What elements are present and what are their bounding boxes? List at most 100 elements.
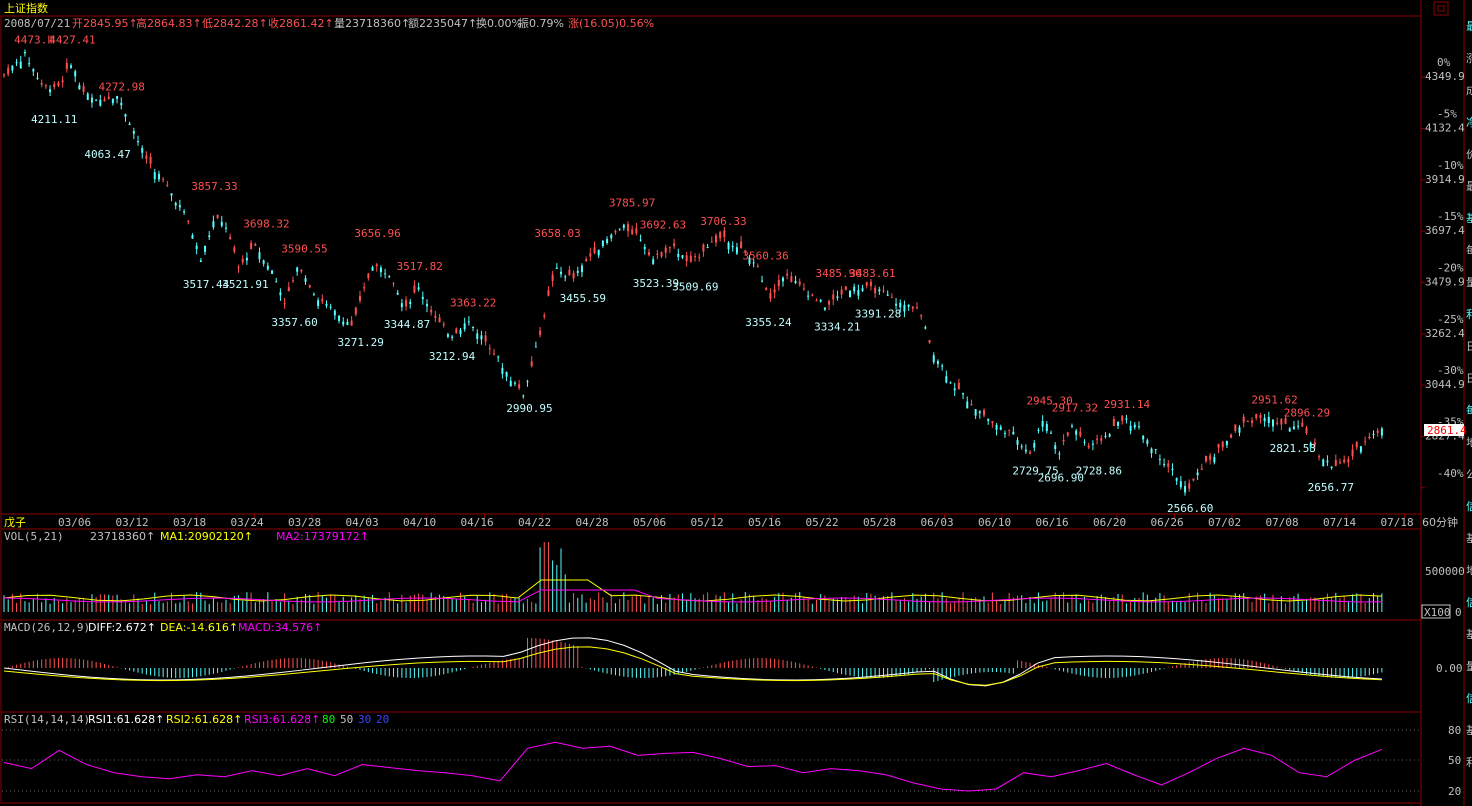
candle-body xyxy=(576,270,579,273)
candle-body xyxy=(714,235,717,243)
candle-body xyxy=(354,307,357,315)
candle-body xyxy=(978,411,981,414)
candle-body xyxy=(1334,459,1337,466)
candle-body xyxy=(853,286,856,292)
candle-body xyxy=(949,382,952,384)
candle-body xyxy=(1041,421,1044,427)
candle-body xyxy=(153,172,156,180)
price-axis-value: 3697.4 xyxy=(1425,224,1465,237)
candle-body xyxy=(1246,420,1249,422)
candle-body xyxy=(865,282,868,286)
candle-body xyxy=(183,211,186,213)
price-annotation: 3560.36 xyxy=(742,249,788,262)
candle-body xyxy=(878,289,881,292)
window-buttons[interactable] xyxy=(1433,1,1449,16)
candle-body xyxy=(1003,432,1006,434)
candle-body xyxy=(1368,436,1371,439)
header-change: 涨(16.05)0.56% xyxy=(568,17,654,30)
candle-body xyxy=(719,232,722,239)
candle-body xyxy=(346,321,349,325)
date-tick-label: 07/02 xyxy=(1208,516,1241,529)
price-annotation: 3391.28 xyxy=(855,308,901,321)
candle-body xyxy=(807,295,810,297)
candle-body xyxy=(1376,430,1379,433)
candle-body xyxy=(606,239,609,244)
rsi-2: RSI2:61.628↑ xyxy=(166,713,242,726)
candle-body xyxy=(493,353,496,355)
candle-body xyxy=(137,140,140,142)
vol-ma2: MA2:17379172↑ xyxy=(276,530,369,543)
candle-body xyxy=(966,401,969,409)
candle-body xyxy=(488,348,491,350)
right-panel-char: 成 xyxy=(1466,84,1472,97)
candle-body xyxy=(740,241,743,249)
candle-body xyxy=(32,69,35,72)
candle-body xyxy=(1322,459,1325,467)
candle-body xyxy=(95,99,98,101)
candle-body xyxy=(652,259,655,264)
macd-bars xyxy=(3,637,1383,687)
candle-body xyxy=(534,346,537,348)
candle-body xyxy=(710,241,713,243)
date-tick-label: 05/12 xyxy=(691,516,724,529)
candle-body xyxy=(78,85,81,90)
candle-body xyxy=(1121,415,1124,421)
candle-body xyxy=(430,309,433,313)
candle-body xyxy=(953,388,956,391)
candle-body xyxy=(794,281,797,283)
candle-body xyxy=(53,83,56,88)
candle-body xyxy=(983,410,986,416)
chart-title: 上证指数 xyxy=(4,1,48,15)
price-axis-value: 3479.9 xyxy=(1425,275,1465,288)
price-annotation: 3698.32 xyxy=(243,218,289,231)
candle-body xyxy=(614,230,617,233)
date-tick-label: 03/06 xyxy=(58,516,91,529)
candle-body xyxy=(162,179,165,181)
date-tick-label: 06/10 xyxy=(978,516,1011,529)
candle-body xyxy=(388,276,391,278)
candle-body xyxy=(530,361,533,367)
candle-body xyxy=(777,280,780,287)
candle-body xyxy=(568,269,571,276)
candle-body xyxy=(392,283,395,285)
candle-body xyxy=(995,424,998,430)
candle-body xyxy=(560,271,563,275)
candle-body xyxy=(1117,421,1120,426)
price-annotation: 3485.96 xyxy=(816,267,862,280)
candle-body xyxy=(1338,462,1341,464)
candle-body xyxy=(656,253,659,255)
candle-body xyxy=(40,83,43,85)
rsi-1: RSI1:61.628↑ xyxy=(88,713,164,726)
candle-body xyxy=(916,307,919,309)
candle-body xyxy=(1175,477,1178,481)
candle-body xyxy=(668,247,671,249)
candle-body xyxy=(116,95,119,99)
candle-body xyxy=(279,292,282,296)
restore-icon xyxy=(1437,5,1445,12)
candle-body xyxy=(1142,435,1145,440)
last-price-box xyxy=(1424,424,1464,436)
price-annotation: 4272.98 xyxy=(98,81,144,94)
header-high: 高2864.83↑ xyxy=(136,16,202,30)
candle-body xyxy=(1276,422,1279,424)
right-panel-char: 利 xyxy=(1466,756,1472,769)
candle-body xyxy=(1100,438,1103,441)
candle-body xyxy=(1066,432,1069,436)
price-annotation: 3656.96 xyxy=(354,227,400,240)
candle-body xyxy=(681,255,684,258)
date-tick-label: 05/16 xyxy=(748,516,781,529)
restore-button[interactable] xyxy=(1433,1,1449,16)
candle-body xyxy=(241,258,244,263)
price-annotation: 3658.03 xyxy=(534,227,580,240)
candle-body xyxy=(1050,432,1053,434)
candle-body xyxy=(1343,459,1346,463)
macd-panel: MACD(26,12,9) DIFF:2.672↑ DEA:-14.616↑ M… xyxy=(3,621,1463,687)
candle-body xyxy=(802,288,805,290)
candle-body xyxy=(941,365,944,367)
candle-body xyxy=(945,376,948,383)
rsi-level-30: 30 xyxy=(358,713,371,726)
